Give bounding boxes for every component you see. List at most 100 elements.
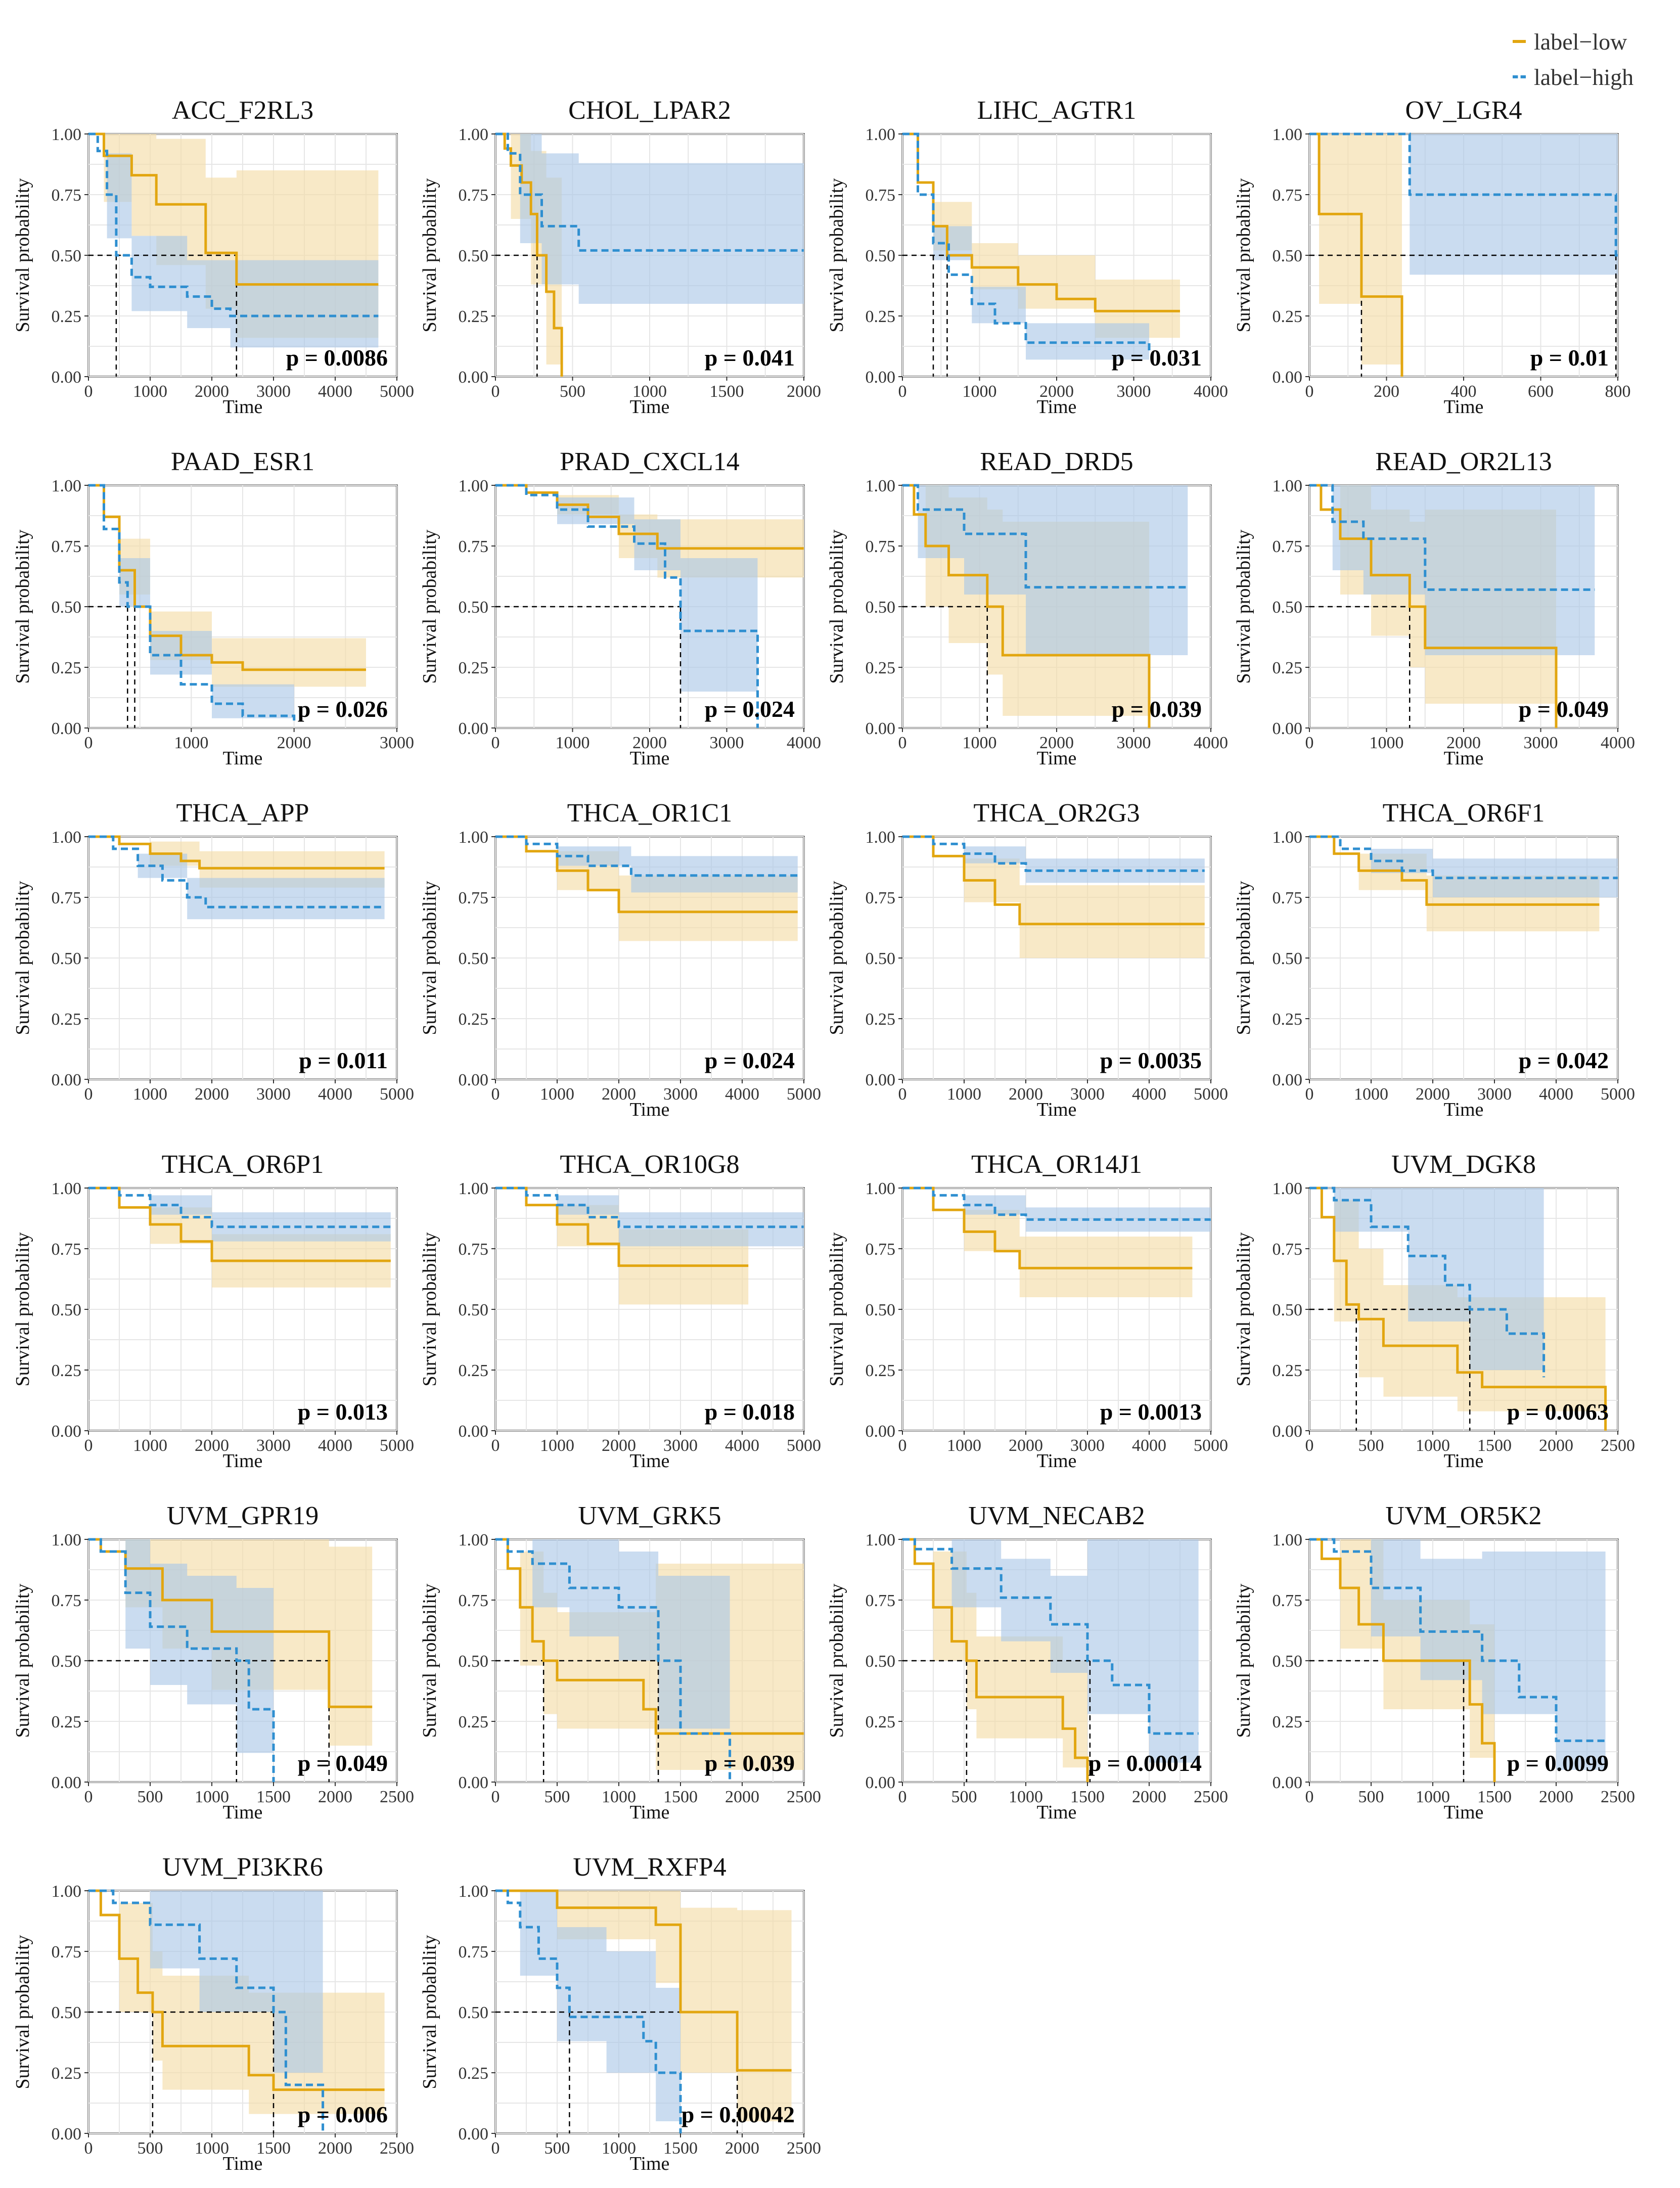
x-tick-label: 200 xyxy=(1374,382,1399,401)
y-tick-label: 0.25 xyxy=(52,2064,82,2083)
x-tick-label: 5000 xyxy=(380,382,414,401)
x-tick-label: 0 xyxy=(491,2139,500,2158)
x-tick-label: 1000 xyxy=(174,734,208,752)
y-axis-label: Survival probability xyxy=(419,1583,440,1738)
y-tick-label: 0.25 xyxy=(52,307,82,326)
y-tick-label: 0.25 xyxy=(52,1713,82,1731)
survival-curve-high xyxy=(88,835,385,908)
survival-curve-low xyxy=(1309,132,1403,377)
x-tick-label: 2000 xyxy=(1539,1436,1573,1455)
x-tick-label: 0 xyxy=(84,734,93,752)
x-tick-label: 3000 xyxy=(1477,1085,1512,1104)
x-tick-label: 0 xyxy=(898,734,907,752)
y-tick-label: 0.50 xyxy=(1273,1652,1303,1671)
y-axis-label: Survival probability xyxy=(1233,529,1254,683)
y-tick-label: 1.00 xyxy=(866,828,896,847)
x-tick-label: 2000 xyxy=(1039,382,1074,401)
x-tick-label: 0 xyxy=(491,1436,500,1455)
x-tick-label: 1000 xyxy=(632,382,667,401)
y-tick-label: 0.50 xyxy=(459,2003,489,2022)
x-tick-label: 1000 xyxy=(195,2139,229,2158)
y-axis-label: Survival probability xyxy=(12,178,33,332)
x-tick-label: 0 xyxy=(1305,1085,1314,1104)
panel-title: ACC_F2RL3 xyxy=(172,96,313,125)
x-tick-label: 4000 xyxy=(725,1085,759,1104)
y-axis-label: Survival probability xyxy=(419,1935,440,2089)
legend: label−low label−high xyxy=(1513,26,1674,102)
y-axis-label: Survival probability xyxy=(12,1935,33,2089)
survival-curve-low xyxy=(902,484,1151,728)
x-tick-label: 500 xyxy=(560,382,585,401)
survival-curve-high xyxy=(495,484,759,728)
x-tick-label: 1000 xyxy=(963,734,997,752)
x-tick-label: 4000 xyxy=(1601,734,1635,752)
x-tick-label: 0 xyxy=(898,1788,907,1806)
x-tick-label: 2000 xyxy=(725,1788,759,1806)
survival-curve-high xyxy=(1309,835,1618,880)
y-tick-label: 0.50 xyxy=(866,1301,896,1319)
panel-title: UVM_GPR19 xyxy=(167,1501,319,1530)
y-tick-label: 1.00 xyxy=(866,477,896,495)
p-value-label: p = 0.018 xyxy=(705,1399,795,1425)
survival-curve-low xyxy=(88,1889,385,2091)
x-tick-label: 3000 xyxy=(1117,382,1151,401)
x-tick-label: 500 xyxy=(544,1788,570,1806)
y-axis-label: Survival probability xyxy=(1233,1583,1254,1738)
y-tick-label: 0.75 xyxy=(866,186,896,205)
survival-curve-low xyxy=(902,1538,1089,1782)
panel-title: OV_LGR4 xyxy=(1405,96,1522,125)
y-tick-label: 0.75 xyxy=(459,1591,489,1610)
y-tick-label: 0.00 xyxy=(1273,1773,1303,1792)
y-axis-label: Survival probability xyxy=(826,881,847,1035)
x-tick-label: 1000 xyxy=(947,1085,981,1104)
x-tick-label: 0 xyxy=(1305,1436,1314,1455)
legend-swatch-low xyxy=(1513,40,1526,43)
x-tick-label: 1500 xyxy=(256,1788,291,1806)
y-tick-label: 0.50 xyxy=(52,598,82,617)
x-tick-label: 2000 xyxy=(602,1436,636,1455)
x-tick-label: 0 xyxy=(491,382,500,401)
y-tick-label: 0.75 xyxy=(459,1943,489,1962)
p-value-label: p = 0.0013 xyxy=(1100,1399,1202,1425)
panel-title: UVM_RXFP4 xyxy=(573,1853,726,1882)
y-tick-label: 0.50 xyxy=(866,598,896,617)
panel-title: UVM_GRK5 xyxy=(578,1501,721,1530)
legend-label-low: label−low xyxy=(1534,28,1627,55)
survival-curve-high xyxy=(1309,484,1595,591)
x-tick-label: 3000 xyxy=(663,1436,698,1455)
x-tick-label: 2000 xyxy=(195,1085,229,1104)
x-axis-label: Time xyxy=(1037,1450,1077,1472)
x-tick-label: 0 xyxy=(898,382,907,401)
panel-title: THCA_OR6F1 xyxy=(1383,799,1545,828)
confidence-band-high xyxy=(88,1891,323,2133)
y-tick-label: 0.00 xyxy=(866,719,896,738)
x-tick-label: 1000 xyxy=(947,1436,981,1455)
confidence-band-low xyxy=(88,837,385,888)
y-tick-label: 0.50 xyxy=(1273,949,1303,968)
x-axis-label: Time xyxy=(1037,1099,1077,1120)
y-tick-label: 1.00 xyxy=(52,125,82,144)
x-tick-label: 2000 xyxy=(1009,1085,1043,1104)
confidence-band-high xyxy=(1309,1539,1606,1770)
panel-title: UVM_NECAB2 xyxy=(968,1501,1145,1530)
x-tick-label: 4000 xyxy=(1194,734,1228,752)
survival-curve-high xyxy=(902,1187,1211,1221)
x-axis-label: Time xyxy=(223,1450,263,1472)
x-axis-label: Time xyxy=(1037,1802,1077,1823)
y-tick-label: 0.75 xyxy=(52,537,82,556)
x-axis-label: Time xyxy=(223,1802,263,1823)
x-tick-label: 2000 xyxy=(725,2139,759,2158)
y-tick-label: 0.50 xyxy=(52,949,82,968)
x-tick-label: 3000 xyxy=(256,1436,291,1455)
x-axis-label: Time xyxy=(630,1450,670,1472)
survival-curve-low xyxy=(495,1889,792,2072)
km-plot-paad-esr1: PAAD_ESR1 0 1000 2000 3000 0.00 0.25 0.50 0.75 1.… xyxy=(12,447,414,769)
x-tick-label: 0 xyxy=(1305,1788,1314,1806)
km-plot-uvm-grk5: UVM_GRK5 0 500 1000 1500 2000 2500 0.00 0.25 0.50… xyxy=(419,1501,821,1823)
y-tick-label: 0.50 xyxy=(459,247,489,265)
km-plot-thca-or1c1: THCA_OR1C1 0 1000 2000 3000 4000 5000 0.00 0.25 0… xyxy=(419,799,821,1120)
survival-curve-low xyxy=(1309,484,1558,728)
confidence-band-high xyxy=(495,837,798,893)
x-tick-label: 1000 xyxy=(963,382,997,401)
x-tick-label: 2500 xyxy=(380,1788,414,1806)
